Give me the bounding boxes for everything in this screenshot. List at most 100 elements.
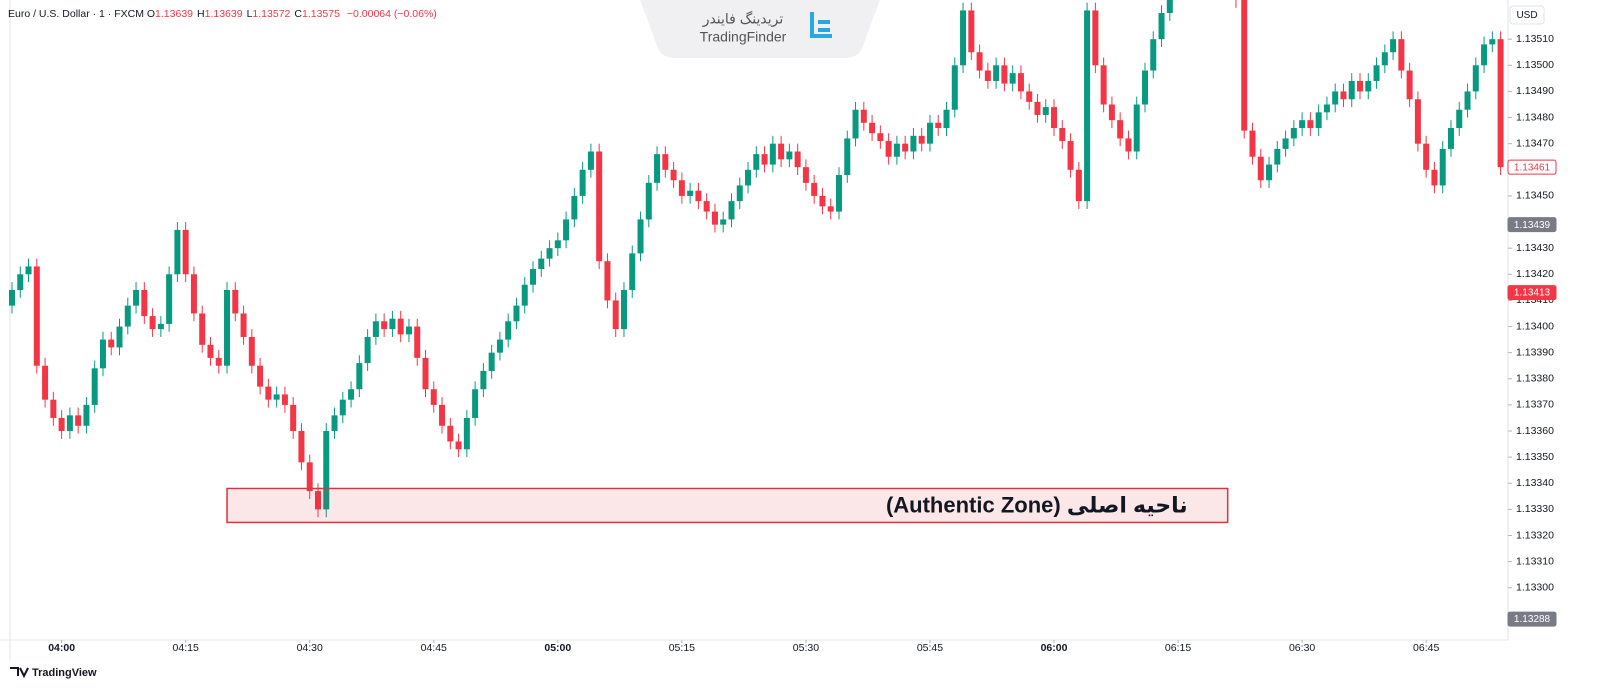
price-badge xyxy=(1507,159,1557,175)
candle-body xyxy=(1042,107,1049,115)
candle-body xyxy=(455,441,462,450)
candle-body xyxy=(951,65,958,110)
candle-body xyxy=(1117,120,1124,139)
candle-body xyxy=(860,109,867,123)
candle-body xyxy=(662,154,669,170)
candle-body xyxy=(1348,80,1355,100)
candle-body xyxy=(1323,104,1330,113)
candle-body xyxy=(745,169,752,186)
candle-body xyxy=(99,339,106,369)
x-tick-label: 06:00 xyxy=(1041,642,1068,654)
candle-body xyxy=(711,211,718,225)
x-tick-label: 06:30 xyxy=(1289,642,1315,654)
candle-body xyxy=(372,321,379,337)
candle-body xyxy=(116,326,123,348)
candle-body xyxy=(984,70,991,81)
candle-body xyxy=(1340,91,1347,100)
candle-body xyxy=(257,365,264,387)
ohlc-key: O xyxy=(146,8,156,20)
y-tick-label: 1.13500 xyxy=(1516,59,1554,71)
candle-body xyxy=(232,289,239,314)
candle-body xyxy=(1489,39,1496,45)
candle-body xyxy=(1282,138,1289,149)
candle-body xyxy=(1315,112,1322,128)
candle-body xyxy=(877,133,884,142)
candle-body xyxy=(1447,128,1454,149)
candle-body xyxy=(488,352,495,371)
candle-body xyxy=(75,415,82,426)
candle-body xyxy=(290,404,297,432)
y-tick-label: 1.13390 xyxy=(1516,346,1554,358)
candle-body xyxy=(331,415,338,432)
candle-body xyxy=(1472,65,1479,92)
candle-body xyxy=(323,431,330,510)
candle-body xyxy=(1423,143,1430,170)
candle-body xyxy=(215,357,222,366)
candle-body xyxy=(1357,80,1364,92)
candle-body xyxy=(207,344,214,358)
candle-body xyxy=(1133,104,1140,152)
candle-body xyxy=(124,305,131,327)
ohlc-value: 1.13575 xyxy=(301,8,340,20)
candle-body xyxy=(174,229,181,275)
candle-body xyxy=(133,289,140,306)
candle-body xyxy=(1274,148,1281,165)
candle-body xyxy=(1266,164,1273,181)
candle-body xyxy=(348,389,355,400)
candle-body xyxy=(579,169,586,196)
candle-body xyxy=(422,357,429,390)
candle-body xyxy=(1158,13,1165,40)
symbol: Euro / U.S. Dollar · 1 · FXCM xyxy=(8,8,144,20)
candle-body xyxy=(1406,70,1413,100)
candle-body xyxy=(314,491,321,510)
candle-body xyxy=(1026,91,1033,102)
logo-panel xyxy=(640,0,880,58)
candle-body xyxy=(976,52,983,71)
candle-body xyxy=(1150,39,1157,71)
candle-body xyxy=(1166,0,1173,14)
candle-body xyxy=(157,323,164,330)
candle-body xyxy=(1108,104,1115,121)
candle-body xyxy=(571,195,578,220)
candle-body xyxy=(521,284,528,306)
candle-body xyxy=(869,122,876,134)
x-tick-label: 06:45 xyxy=(1413,642,1439,654)
candle-body xyxy=(25,266,32,275)
candle-body xyxy=(645,182,652,220)
candle-body xyxy=(83,404,90,426)
y-tick-label: 1.13310 xyxy=(1516,555,1554,567)
candle-body xyxy=(141,289,148,317)
ohlc-value: 1.13639 xyxy=(155,8,194,20)
candle-body xyxy=(935,122,942,128)
candle-body xyxy=(1439,148,1446,186)
ohlc-key: C xyxy=(294,8,302,20)
candle-body xyxy=(1365,80,1372,92)
x-tick-label: 04:00 xyxy=(48,642,75,654)
candle-body xyxy=(463,417,470,450)
x-tick-label: 05:45 xyxy=(917,642,943,654)
candle-body xyxy=(447,425,454,442)
candle-body xyxy=(670,169,677,181)
candle-body xyxy=(17,274,24,290)
candle-body xyxy=(513,305,520,322)
candle-body xyxy=(240,313,247,337)
candle-body xyxy=(844,138,851,176)
x-tick-label: 04:45 xyxy=(421,642,447,654)
currency-button[interactable] xyxy=(1509,5,1545,25)
x-tick-label: 05:00 xyxy=(544,642,571,654)
candle-body xyxy=(596,151,603,262)
candle-body xyxy=(968,10,975,53)
candle-body xyxy=(678,180,685,196)
candle-body xyxy=(819,195,826,207)
y-tick-label: 1.13510 xyxy=(1516,33,1554,45)
candle-body xyxy=(273,394,280,400)
candle-body xyxy=(629,253,636,290)
candle-body xyxy=(1414,99,1421,144)
candle-body xyxy=(1051,107,1058,128)
candle-body xyxy=(1398,39,1405,71)
candle-body xyxy=(66,415,73,432)
candle-body xyxy=(695,190,702,202)
candle-body xyxy=(1075,169,1082,202)
